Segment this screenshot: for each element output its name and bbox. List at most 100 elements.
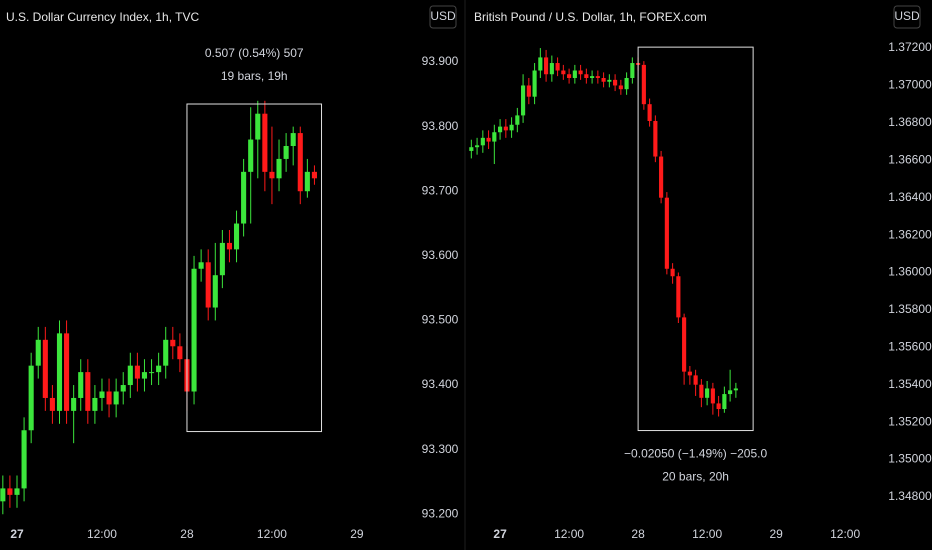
candle-body [120,385,126,392]
y-tick-label: 1.36200 [888,227,932,241]
currency-badge [893,5,921,29]
candle-body [170,339,176,347]
candle-body [716,403,721,410]
candle-body [521,85,526,116]
y-tick-label: 1.34800 [888,489,932,503]
y-tick-label: 93.400 [422,377,459,391]
candle-body [584,74,589,78]
candle-body [262,113,268,172]
y-tick-label: 1.35000 [888,452,932,466]
candle-body [233,223,240,250]
candle-body [469,147,474,151]
candle-body [544,57,549,75]
x-tick-label: 29 [769,527,783,541]
candle-body [503,126,508,131]
candle-body [0,488,6,502]
candle-body [613,79,618,86]
candle-body [49,397,55,411]
candle-body [255,113,261,140]
y-tick-label: 1.35800 [888,302,932,316]
y-tick-label: 1.35200 [888,414,932,428]
candle-body [515,115,520,125]
candle-body [311,171,317,179]
currency-badge [429,5,457,29]
candle-body [191,268,197,392]
candle-body [498,126,503,133]
candle-body [276,158,282,179]
candle-body [297,133,303,192]
x-tick-label: 12:00 [692,527,722,541]
candle-body [641,64,646,105]
candle-body [205,262,211,308]
measure-label: −0.02050 (−1.49%) −205.0 [624,447,767,461]
y-tick-label: 1.35600 [888,339,932,353]
y-tick-label: 1.36800 [888,115,932,129]
measure-sublabel: 19 bars, 19h [221,69,288,83]
x-tick-label: 29 [350,527,364,541]
x-tick-label: 28 [631,527,645,541]
candle-body [99,391,105,398]
chart-title: U.S. Dollar Currency Index, 1h, TVC [6,10,200,24]
candle-body [127,365,133,386]
candle-body [590,76,595,78]
y-tick-label: 93.500 [422,313,459,327]
candle-body [693,375,698,385]
candle-body [653,121,658,157]
candle-body [149,372,155,374]
candle-body [526,85,531,97]
candle-body [92,397,98,411]
candle-body [618,85,623,90]
x-tick-label: 12:00 [87,527,117,541]
candle-body [226,242,233,250]
candle-body [156,365,162,373]
candle-body [269,171,275,179]
candle-body [567,74,572,78]
x-tick-label: 12:00 [257,527,287,541]
candle-body [304,171,310,192]
candle-body [283,146,289,159]
candle-body [705,388,710,398]
y-tick-label: 1.36400 [888,190,932,204]
measure-sublabel: 20 bars, 20h [662,470,729,484]
x-tick-label: 28 [180,527,194,541]
y-tick-label: 93.300 [422,442,459,456]
candle-body [624,77,629,90]
candle-body [595,76,600,78]
candle-body [722,394,727,410]
candle-body [578,70,583,75]
candle-body [35,339,41,366]
candle-body [134,365,140,379]
candle-body [670,268,675,277]
currency-label: USD [430,9,456,23]
candle-body [572,70,577,78]
y-tick-label: 93.700 [422,183,459,197]
candle-body [177,346,183,360]
candle-body [659,156,664,198]
candle-body [630,63,635,78]
candle-body [28,365,34,431]
candle-body [699,384,704,398]
candle-body [241,171,247,224]
candle-body [601,77,606,82]
candle-body [42,339,48,398]
y-tick-label: 1.35400 [888,377,932,391]
candle-body [113,391,119,405]
candle-body [687,371,692,376]
candle-body [163,339,169,366]
candle-body [509,124,514,131]
candle-body [733,388,738,391]
candle-body [492,132,497,142]
candle-body [14,488,20,495]
candle-body [486,137,491,142]
candle-body [549,63,554,75]
candle-body [64,333,70,411]
candle-body [728,390,733,395]
candle-body [682,317,687,372]
y-tick-label: 1.36000 [888,265,932,279]
measure-label: 0.507 (0.54%) 507 [205,46,304,60]
y-tick-label: 1.37000 [888,78,932,92]
candle-body [664,197,669,269]
